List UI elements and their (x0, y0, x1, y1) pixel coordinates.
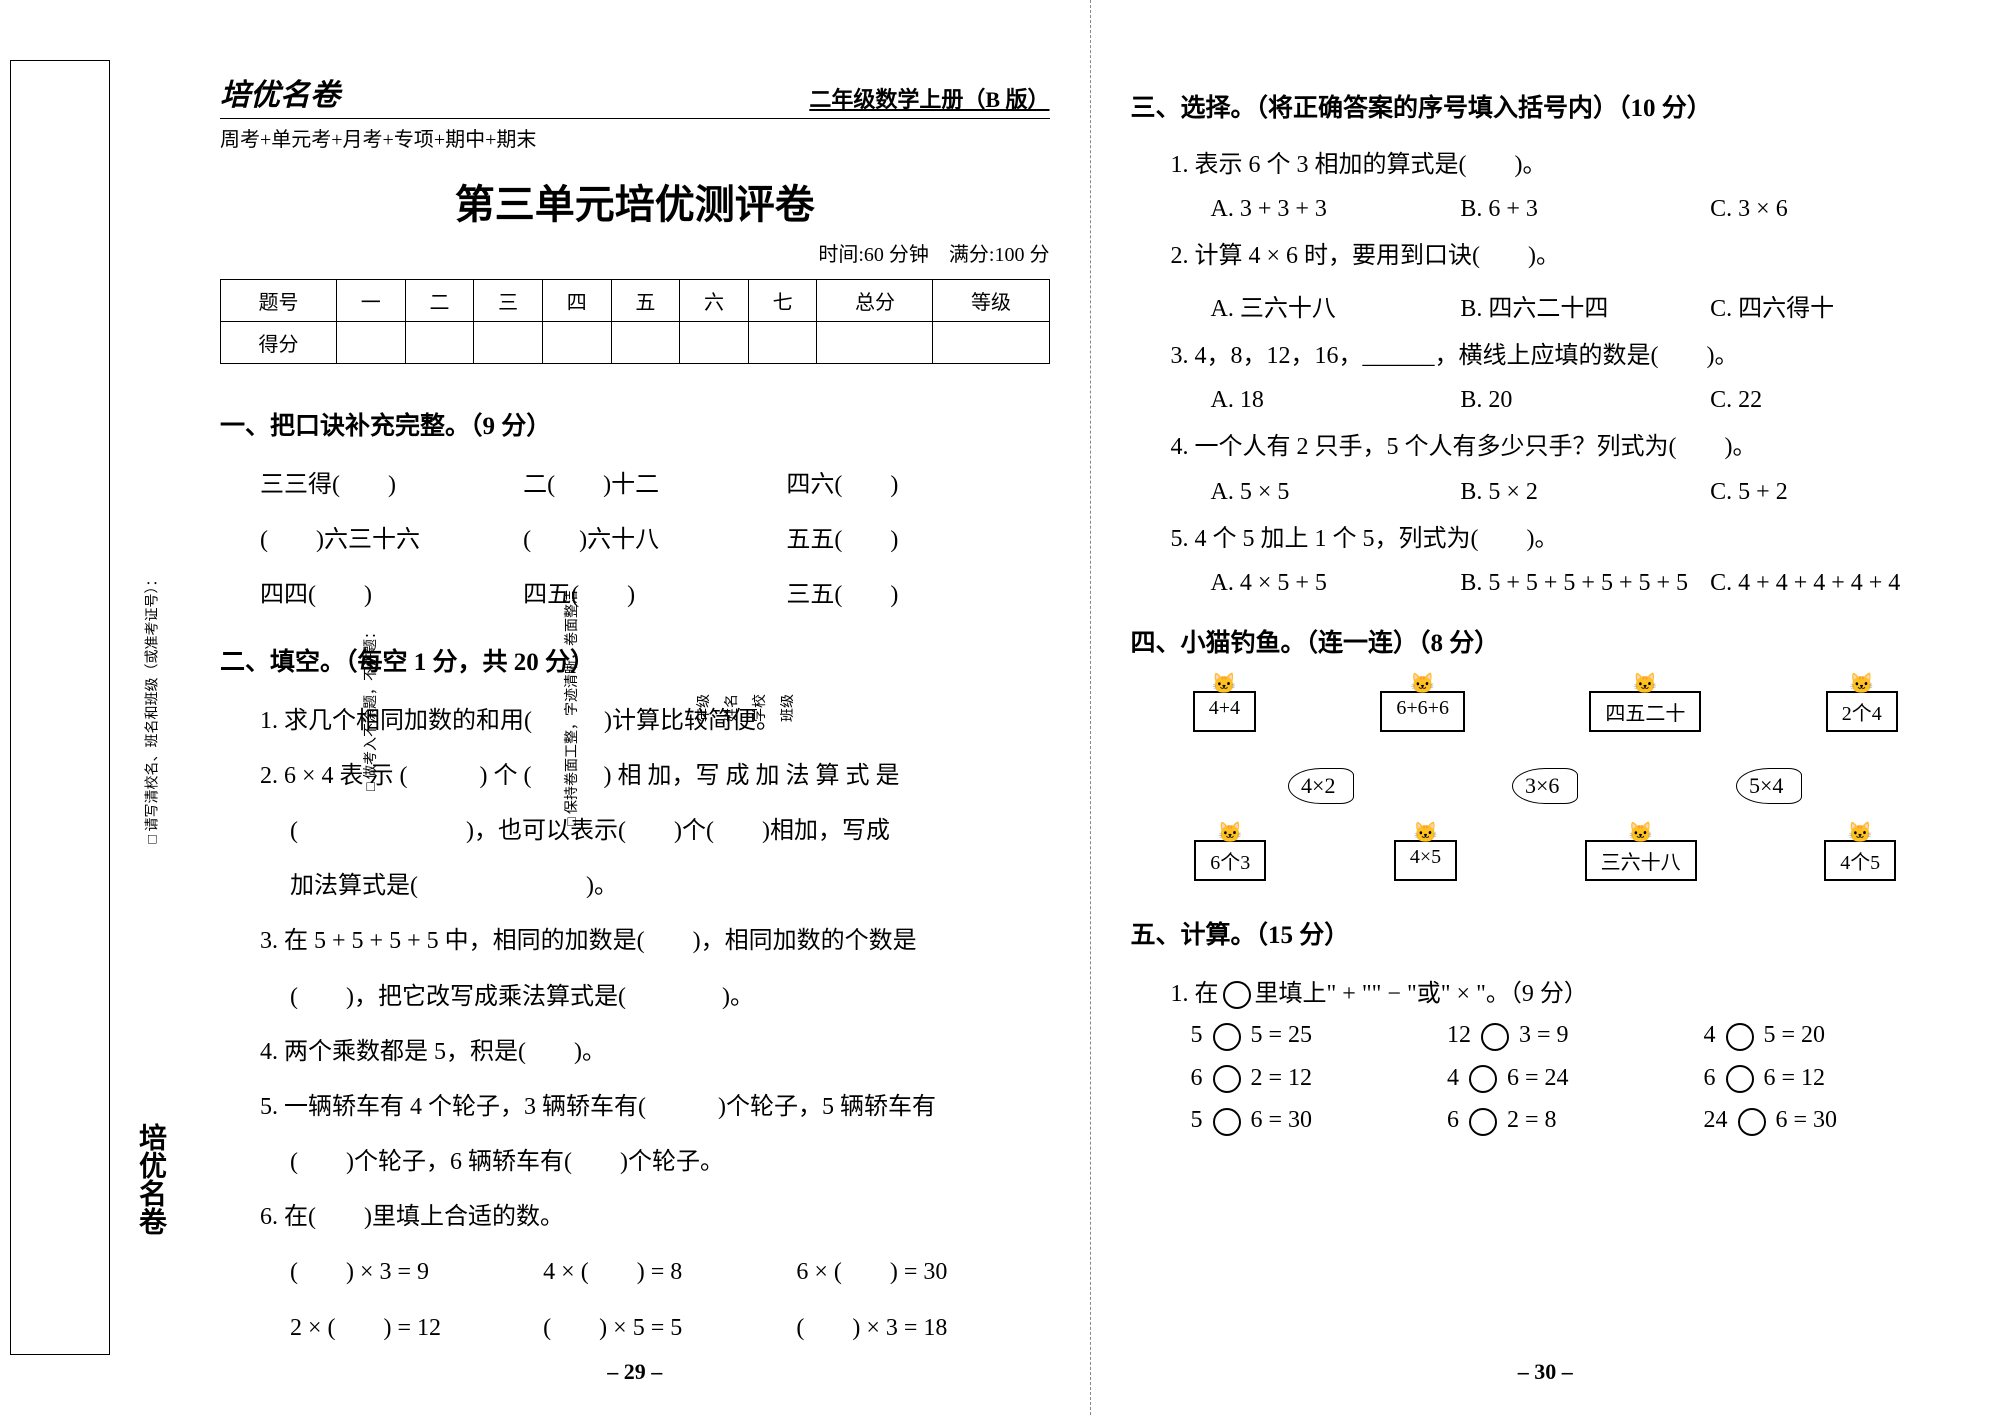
fish-row: 4×2 3×6 5×4 (1131, 768, 1961, 804)
cat-icon: 🐱 (1410, 671, 1435, 696)
cat-icon: 🐱 (1849, 671, 1874, 696)
cat-top-1: 🐱4+4 (1193, 691, 1256, 732)
sec5-grid: 5 5 = 25 12 3 = 9 4 5 = 20 6 2 = 12 4 6 … (1191, 1022, 1961, 1149)
cat-icon: 🐱 (1848, 820, 1873, 845)
sec4-title: 四、小猫钓鱼。（连一连）（8 分） (1131, 623, 1961, 659)
sec1-row2: ( )六三十六( )六十八五五( ) (260, 513, 1050, 568)
page-num-left: – 29 – (220, 1359, 1050, 1385)
sec2-title: 二、填空。（每空 1 分，共 20 分） (220, 642, 1050, 678)
cats-top-row: 🐱4+4 🐱6+6+6 🐱四五二十 🐱2个4 (1131, 691, 1961, 732)
main-title: 第三单元培优测评卷 (220, 172, 1050, 230)
sec2-q2c: 加法算式是( )。 (290, 859, 1050, 914)
eq: 6 6 = 12 (1704, 1065, 1961, 1093)
sec2-q6: 6. 在( )里填上合适的数。 (260, 1190, 1050, 1245)
sec3-q1-opts: A. 3 + 3 + 3B. 6 + 3C. 3 × 6 (1211, 196, 1961, 223)
cat-bot-1: 🐱6个3 (1194, 840, 1266, 881)
sec2-q6r2: 2 × ( ) = 12( ) × 5 = 5( ) × 3 = 18 (290, 1301, 1050, 1356)
sec3-q2-opts: A. 三六十八B. 四六二十四C. 四六得十 (1211, 288, 1961, 323)
sec5-sub1: 1. 在里填上" + "" − "或" × "。（9 分） (1171, 967, 1961, 1022)
cat-bot-4: 🐱4个5 (1824, 840, 1896, 881)
sec5-title: 五、计算。（15 分） (1131, 915, 1961, 951)
sec2-q2a: 2. 6 × 4 表 示 ( ) 个 ( ) 相 加，写 成 加 法 算 式 是 (260, 749, 1050, 804)
side-note-1: □ 请写清校名、班名和班级（或准考证号）： (141, 572, 161, 843)
sec2-q2b: ( )，也可以表示( )个( )相加，写成 (290, 804, 1050, 859)
sec3-q2: 2. 计算 4 × 6 时，要用到口诀( )。 (1171, 231, 1961, 281)
header-logo: 培优名卷 (220, 70, 340, 114)
sec2-q6r1: ( ) × 3 = 94 × ( ) = 86 × ( ) = 30 (290, 1245, 1050, 1300)
sec5-row1: 5 5 = 25 12 3 = 9 4 5 = 20 (1191, 1022, 1961, 1050)
sec1-row3: 四四( )四五( )三五( ) (260, 568, 1050, 623)
sub-header: 周考+单元考+月考+专项+期中+期末 (220, 118, 1050, 152)
sec3-q5: 5. 4 个 5 加上 1 个 5，列式为( )。 (1171, 514, 1961, 564)
eq: 12 3 = 9 (1447, 1022, 1704, 1050)
grade-label: 二年级数学上册（B 版） (809, 82, 1049, 114)
sec2-q1: 1. 求几个相同加数的和用( )计算比较简便。 (260, 694, 1050, 749)
cat-icon: 🐱 (1633, 671, 1658, 696)
sec5-row2: 6 2 = 12 4 6 = 24 6 6 = 12 (1191, 1065, 1961, 1093)
fish-2: 3×6 (1512, 768, 1578, 804)
sec3-q4-opts: A. 5 × 5B. 5 × 2C. 5 + 2 (1211, 479, 1961, 506)
cat-icon: 🐱 (1413, 820, 1438, 845)
time-score: 时间:60 分钟 满分:100 分 (220, 238, 1050, 267)
score-header-row: 题号 一 二 三 四 五 六 七 总分 等级 (221, 280, 1050, 322)
sec2-q5a: 5. 一辆轿车有 4 个轮子，3 辆轿车有( )个轮子，5 辆轿车有 (260, 1080, 1050, 1135)
page-num-right: – 30 – (1131, 1359, 1961, 1385)
fish-3: 5×4 (1736, 768, 1802, 804)
eq: 6 2 = 8 (1447, 1107, 1704, 1135)
sec2-q5b: ( )个轮子，6 辆轿车有( )个轮子。 (290, 1135, 1050, 1190)
score-value-row: 得分 (221, 322, 1050, 364)
sec3-q4: 4. 一个人有 2 只手，5 个人有多少只手？列式为( )。 (1171, 422, 1961, 472)
cat-top-4: 🐱2个4 (1826, 691, 1898, 732)
binding-strip: □ 请写清校名、班名和班级（或准考证号）： □ 做考入不涂题，不讲题： □ 保持… (10, 60, 110, 1355)
eq: 4 6 = 24 (1447, 1065, 1704, 1093)
cat-icon: 🐱 (1212, 671, 1237, 696)
sec3-q3: 3. 4，8，12，16，______，横线上应填的数是( )。 (1171, 331, 1961, 381)
sec3-q1: 1. 表示 6 个 3 相加的算式是( )。 (1171, 140, 1961, 190)
sec1-row1: 三三得( )二( )十二四六( ) (260, 458, 1050, 513)
cat-top-3: 🐱四五二十 (1589, 691, 1701, 732)
sec1-title: 一、把口诀补充完整。（9 分） (220, 406, 1050, 442)
side-logo: 培优名卷 (130, 1123, 170, 1235)
page-30: 三、选择。（将正确答案的序号填入括号内）（10 分） 1. 表示 6 个 3 相… (1091, 0, 2000, 1415)
sec2-q3b: ( )，把它改写成乘法算式是( )。 (290, 970, 1050, 1025)
page-29: 培优名卷 二年级数学上册（B 版） 周考+单元考+月考+专项+期中+期末 第三单… (180, 0, 1091, 1415)
circle-icon (1223, 981, 1251, 1009)
cat-icon: 🐱 (1628, 820, 1653, 845)
fish-1: 4×2 (1288, 768, 1354, 804)
sec3-q3-opts: A. 18B. 20C. 22 (1211, 387, 1961, 414)
eq: 6 2 = 12 (1191, 1065, 1448, 1093)
eq: 24 6 = 30 (1704, 1107, 1961, 1135)
cat-icon: 🐱 (1218, 820, 1243, 845)
eq: 5 5 = 25 (1191, 1022, 1448, 1050)
cat-top-2: 🐱6+6+6 (1380, 691, 1465, 732)
sec3-title: 三、选择。（将正确答案的序号填入括号内）（10 分） (1131, 88, 1961, 124)
cat-bot-3: 🐱三六十八 (1585, 840, 1697, 881)
sec2-q4: 4. 两个乘数都是 5，积是( )。 (260, 1025, 1050, 1080)
eq: 5 6 = 30 (1191, 1107, 1448, 1135)
eq: 4 5 = 20 (1704, 1022, 1961, 1050)
sec3-q5-opts: A. 4 × 5 + 5B. 5 + 5 + 5 + 5 + 5 + 5C. 4… (1211, 570, 1961, 597)
sec2-q3a: 3. 在 5 + 5 + 5 + 5 中，相同的加数是( )，相同加数的个数是 (260, 914, 1050, 969)
cat-bot-2: 🐱4×5 (1394, 840, 1457, 881)
cats-bot-row: 🐱6个3 🐱4×5 🐱三六十八 🐱4个5 (1131, 840, 1961, 881)
score-table: 题号 一 二 三 四 五 六 七 总分 等级 得分 (220, 279, 1050, 364)
sec5-row3: 5 6 = 30 6 2 = 8 24 6 = 30 (1191, 1107, 1961, 1135)
